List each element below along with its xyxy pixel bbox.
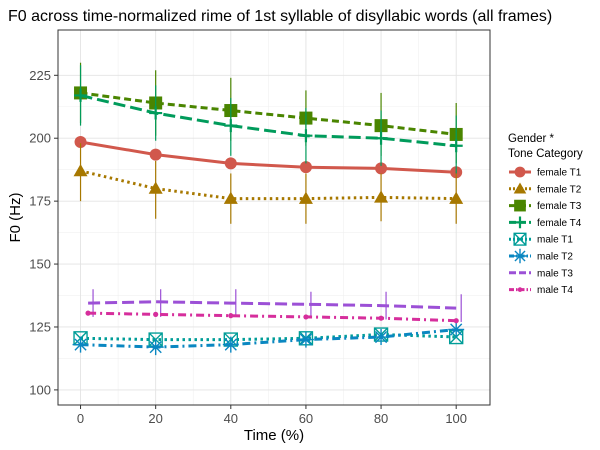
series-layer (72, 62, 465, 356)
data-point (74, 88, 88, 102)
data-point (298, 191, 313, 204)
data-point (374, 131, 388, 145)
data-point (85, 310, 91, 316)
x-tick-label: 40 (224, 411, 238, 426)
y-tick-label: 175 (29, 194, 51, 209)
data-point (73, 163, 88, 177)
data-point (223, 191, 238, 204)
x-tick-label: 0 (77, 411, 84, 426)
legend-item-female-t3: female T3 (509, 199, 582, 212)
legend-key-marker (514, 199, 526, 212)
ticks: 0 20 40 60 80 100 100 125 150 175 200 225 (29, 68, 467, 426)
legend-item-female-t2: female T2 (509, 182, 582, 195)
series-line (80, 91, 457, 136)
legend: Gender * Tone Category female T1 female T… (508, 133, 583, 296)
data-point (299, 129, 313, 143)
y-tick-label: 200 (29, 131, 51, 146)
x-tick-label: 100 (445, 411, 467, 426)
data-point (449, 139, 463, 153)
legend-key-marker (512, 248, 528, 264)
legend-label: female T4 (537, 218, 582, 229)
data-point (224, 157, 237, 170)
data-point (373, 329, 390, 346)
data-point (72, 336, 89, 353)
legend-title-line-2: Tone Category (508, 148, 583, 160)
legend-title-line-1: Gender * (508, 133, 555, 145)
data-point (222, 336, 239, 353)
series-female-t2 (73, 143, 464, 224)
chart-title: F0 across time-normalized rime of 1st sy… (8, 8, 552, 25)
legend-label: female T3 (537, 201, 582, 212)
legend-key-marker (514, 166, 526, 178)
series-male-t3 (88, 289, 462, 322)
legend-item-female-t4: female T4 (509, 216, 582, 229)
legend-label: male T4 (537, 285, 573, 296)
legend-label: female T2 (537, 184, 582, 195)
legend-item-male-t1: male T1 (509, 232, 573, 246)
data-point (74, 135, 87, 148)
data-point (448, 321, 465, 338)
series-male-t2 (72, 321, 465, 356)
legend-key-marker (514, 216, 526, 229)
data-point (149, 148, 162, 161)
data-point (148, 181, 163, 194)
y-tick-label: 125 (29, 319, 51, 334)
legend-item-female-t1: female T1 (509, 166, 582, 179)
y-axis-title: F0 (Hz) (7, 193, 24, 243)
data-point (374, 190, 389, 203)
data-point (375, 162, 388, 175)
series-line (88, 311, 457, 323)
legend-label: male T1 (537, 235, 573, 246)
legend-item-male-t3: male T3 (509, 268, 573, 279)
data-point (453, 318, 459, 324)
data-point (449, 191, 464, 204)
x-tick-label: 60 (299, 411, 313, 426)
legend-label: male T3 (537, 268, 573, 279)
data-point (149, 106, 163, 120)
x-tick-label: 80 (374, 411, 388, 426)
y-tick-label: 150 (29, 257, 51, 272)
data-point (153, 311, 159, 317)
x-tick-label: 20 (148, 411, 162, 426)
series-line (80, 328, 457, 349)
data-point (299, 161, 312, 174)
series-female-t4 (74, 65, 463, 174)
data-point (303, 314, 309, 320)
legend-item-male-t2: male T2 (509, 248, 573, 264)
legend-key-marker (513, 232, 527, 246)
series-male-t4 (85, 310, 459, 324)
series-line (88, 300, 457, 310)
series-female-t1 (74, 135, 463, 179)
plot-panel (58, 30, 490, 405)
legend-item-male-t4: male T4 (509, 285, 573, 296)
data-point (228, 313, 234, 319)
y-tick-label: 225 (29, 68, 51, 83)
legend-key-marker (513, 182, 527, 194)
data-point (147, 339, 164, 356)
data-point (224, 119, 238, 133)
panel-border (57, 29, 491, 406)
legend-label: male T2 (537, 252, 573, 263)
data-point (297, 331, 314, 348)
legend-key-marker (517, 287, 523, 292)
series-line (80, 140, 457, 174)
series-line (80, 93, 457, 148)
grid (58, 30, 490, 405)
legend-label: female T1 (537, 168, 582, 179)
data-point (378, 315, 384, 321)
x-axis-title: Time (%) (244, 427, 304, 444)
y-tick-label: 100 (29, 382, 51, 397)
